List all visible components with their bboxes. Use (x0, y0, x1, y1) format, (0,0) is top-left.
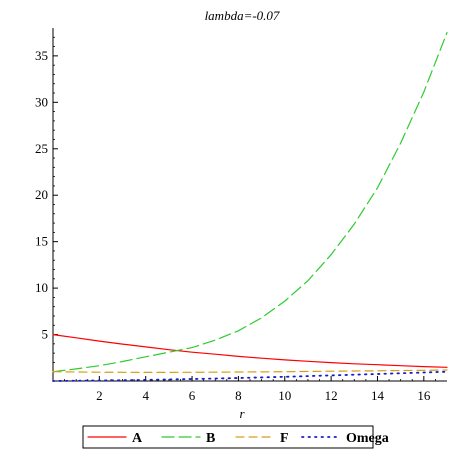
legend-label-b: B (206, 431, 215, 446)
legend-label-omega: Omega (346, 431, 389, 446)
y-tick-label: 10 (35, 280, 48, 295)
x-tick-label: 10 (278, 388, 291, 403)
x-tick-label: 12 (325, 388, 338, 403)
x-tick-label: 14 (371, 388, 385, 403)
series-line-omega (52, 370, 448, 382)
series-line-b (52, 32, 448, 373)
y-tick-label: 30 (35, 94, 48, 109)
x-tick-label: 8 (235, 388, 242, 403)
y-tick-label: 5 (42, 327, 49, 342)
series-line-f (52, 369, 448, 374)
series-layer (52, 32, 448, 382)
y-tick-label: 15 (35, 234, 48, 249)
y-tick-label: 35 (35, 48, 48, 63)
x-tick-label: 16 (417, 388, 431, 403)
x-axis-label: r (239, 406, 245, 421)
x-tick-label: 2 (96, 388, 103, 403)
legend-label-a: A (132, 431, 143, 446)
legend: A B F Omega (82, 425, 389, 449)
legend-label-f: F (280, 431, 289, 446)
axes: 2 4 6 8 10 12 14 16 5 10 15 20 25 30 35 (35, 28, 447, 403)
legend-box (82, 425, 374, 449)
y-tick-label: 20 (35, 187, 48, 202)
y-tick-label: 25 (35, 141, 48, 156)
x-tick-label: 6 (189, 388, 196, 403)
x-tick-label: 4 (142, 388, 149, 403)
chart-title: lambda=-0.07 (205, 8, 280, 23)
series-line-a (52, 334, 448, 368)
